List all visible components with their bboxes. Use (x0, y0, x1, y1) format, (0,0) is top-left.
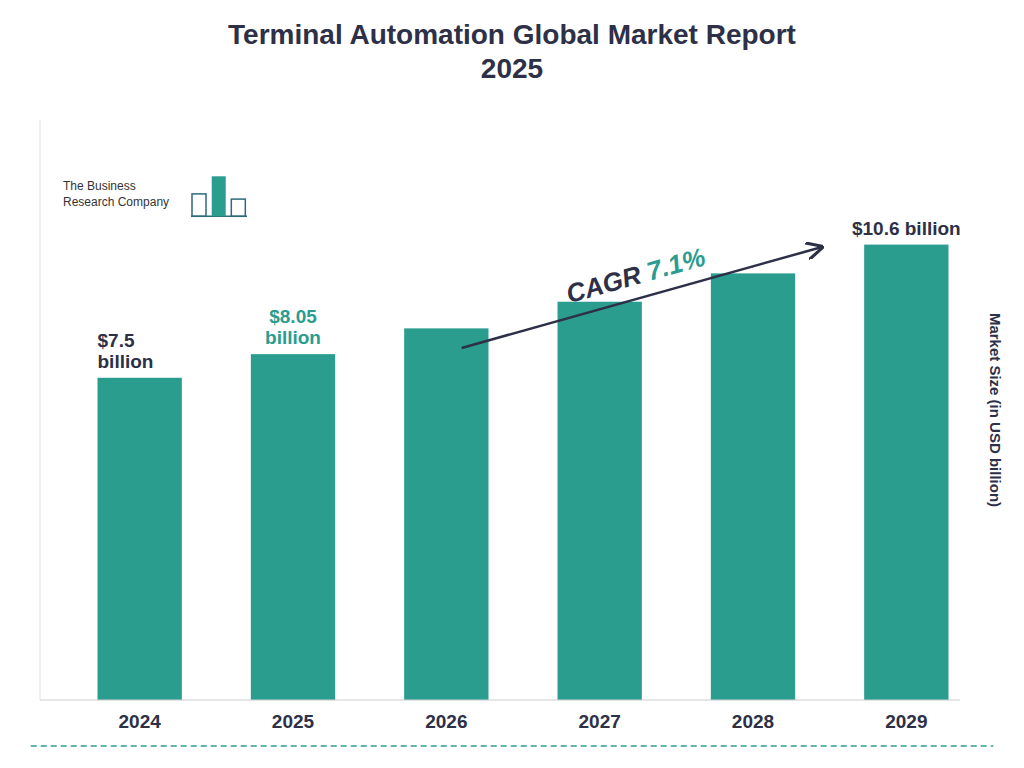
logo-bar (212, 176, 226, 216)
background (0, 0, 1024, 768)
x-tick-label: 2025 (272, 711, 315, 732)
bar (864, 245, 948, 700)
cagr-part: CAGR (563, 259, 645, 309)
text-line: billion (98, 351, 154, 372)
chart: Terminal Automation Global Market Report… (0, 0, 1024, 768)
bar (404, 328, 488, 700)
title: Terminal Automation Global Market Report… (228, 19, 796, 84)
x-tick-label: 2024 (119, 711, 162, 732)
x-tick-label: 2029 (885, 711, 927, 732)
value-annotation: $10.6 billion (852, 218, 961, 239)
y-axis-label: Market Size (in USD billion) (987, 313, 1004, 507)
text-line: $8.05 (269, 306, 317, 327)
bar (98, 378, 182, 700)
x-tick-label: 2027 (579, 711, 621, 732)
bar (251, 354, 335, 700)
x-axis-line (40, 700, 960, 701)
logo-bar (231, 199, 245, 216)
text-line: Terminal Automation Global Market Report (228, 19, 796, 50)
logo-text: The Business Research Company (63, 179, 169, 209)
cagr-text: CAGR 7.1% (563, 242, 709, 309)
bars (98, 245, 949, 700)
x-tick-label: 2028 (732, 711, 774, 732)
text-line: Research Company (63, 195, 169, 209)
bar (558, 302, 642, 700)
x-tick-label: 2026 (425, 711, 467, 732)
y-axis-line (40, 120, 41, 700)
bar (711, 273, 795, 700)
cagr-part: 7.1% (636, 242, 708, 289)
value-annotation: $8.05billion (265, 306, 321, 348)
text-line: billion (265, 327, 321, 348)
text-line: $7.5 (98, 330, 135, 351)
bottom-rule (31, 745, 994, 747)
text-line: The Business (63, 179, 136, 193)
text-line: $10.6 billion (852, 218, 961, 239)
value-annotation: $7.5billion (98, 330, 154, 372)
logo-bar (192, 194, 206, 216)
logo-icon (191, 176, 247, 216)
text-line: 2025 (481, 53, 543, 84)
